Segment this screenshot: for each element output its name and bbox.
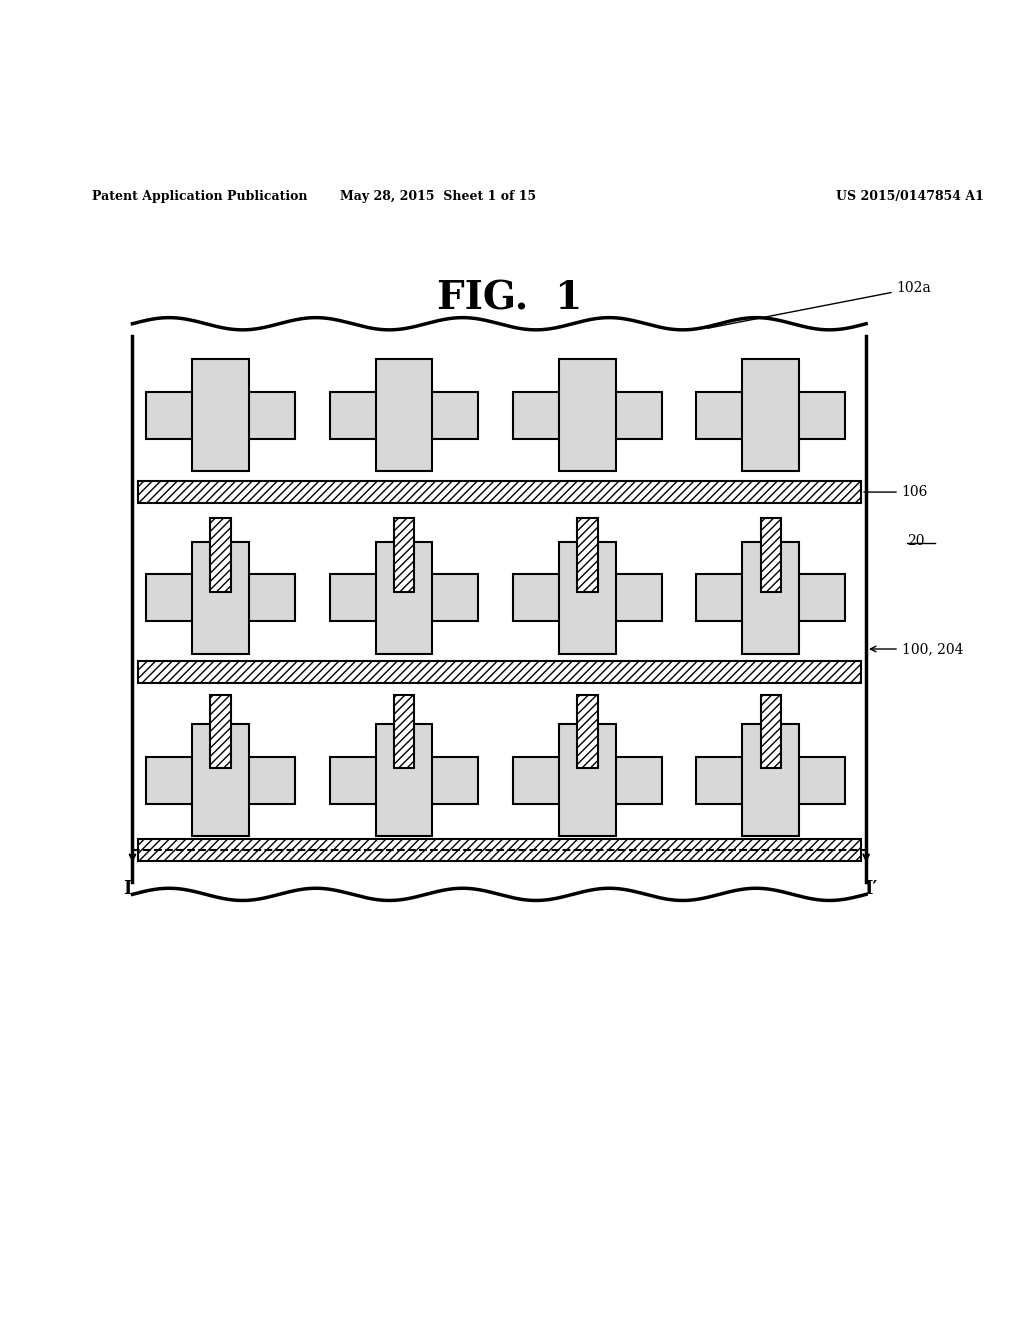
Bar [137, 838, 861, 861]
Bar [193, 725, 249, 837]
Bar [137, 660, 861, 682]
Text: I: I [123, 880, 132, 899]
Bar [578, 696, 598, 768]
Bar [742, 541, 799, 653]
Text: 100, 204: 100, 204 [870, 642, 964, 656]
Bar [193, 541, 249, 653]
Bar [330, 574, 478, 622]
Text: May 28, 2015  Sheet 1 of 15: May 28, 2015 Sheet 1 of 15 [340, 190, 537, 203]
Bar [330, 392, 478, 438]
Text: I′: I′ [864, 880, 878, 899]
Bar [513, 756, 662, 804]
Bar [513, 574, 662, 622]
Bar [210, 696, 230, 768]
Bar [146, 392, 295, 438]
Bar [696, 574, 845, 622]
Bar [742, 725, 799, 837]
Bar [376, 359, 432, 471]
Bar [137, 480, 861, 503]
Bar [559, 541, 615, 653]
Bar [578, 519, 598, 591]
Bar [376, 541, 432, 653]
Bar [742, 359, 799, 471]
Text: 106: 106 [864, 484, 928, 499]
Bar [394, 519, 414, 591]
Bar [559, 359, 615, 471]
Bar [210, 519, 230, 591]
Bar [761, 696, 781, 768]
Bar [394, 696, 414, 768]
Text: 102a: 102a [708, 281, 932, 329]
Bar [193, 359, 249, 471]
Bar [146, 756, 295, 804]
Bar [513, 392, 662, 438]
Bar [559, 725, 615, 837]
Bar [696, 392, 845, 438]
Bar [696, 756, 845, 804]
Text: 20: 20 [907, 533, 925, 548]
Bar [761, 519, 781, 591]
Text: FIG.  1: FIG. 1 [437, 280, 582, 317]
Text: Patent Application Publication: Patent Application Publication [92, 190, 307, 203]
Text: US 2015/0147854 A1: US 2015/0147854 A1 [836, 190, 983, 203]
Bar [146, 574, 295, 622]
Bar [330, 756, 478, 804]
Text: 10: 10 [598, 397, 615, 412]
Bar [376, 725, 432, 837]
